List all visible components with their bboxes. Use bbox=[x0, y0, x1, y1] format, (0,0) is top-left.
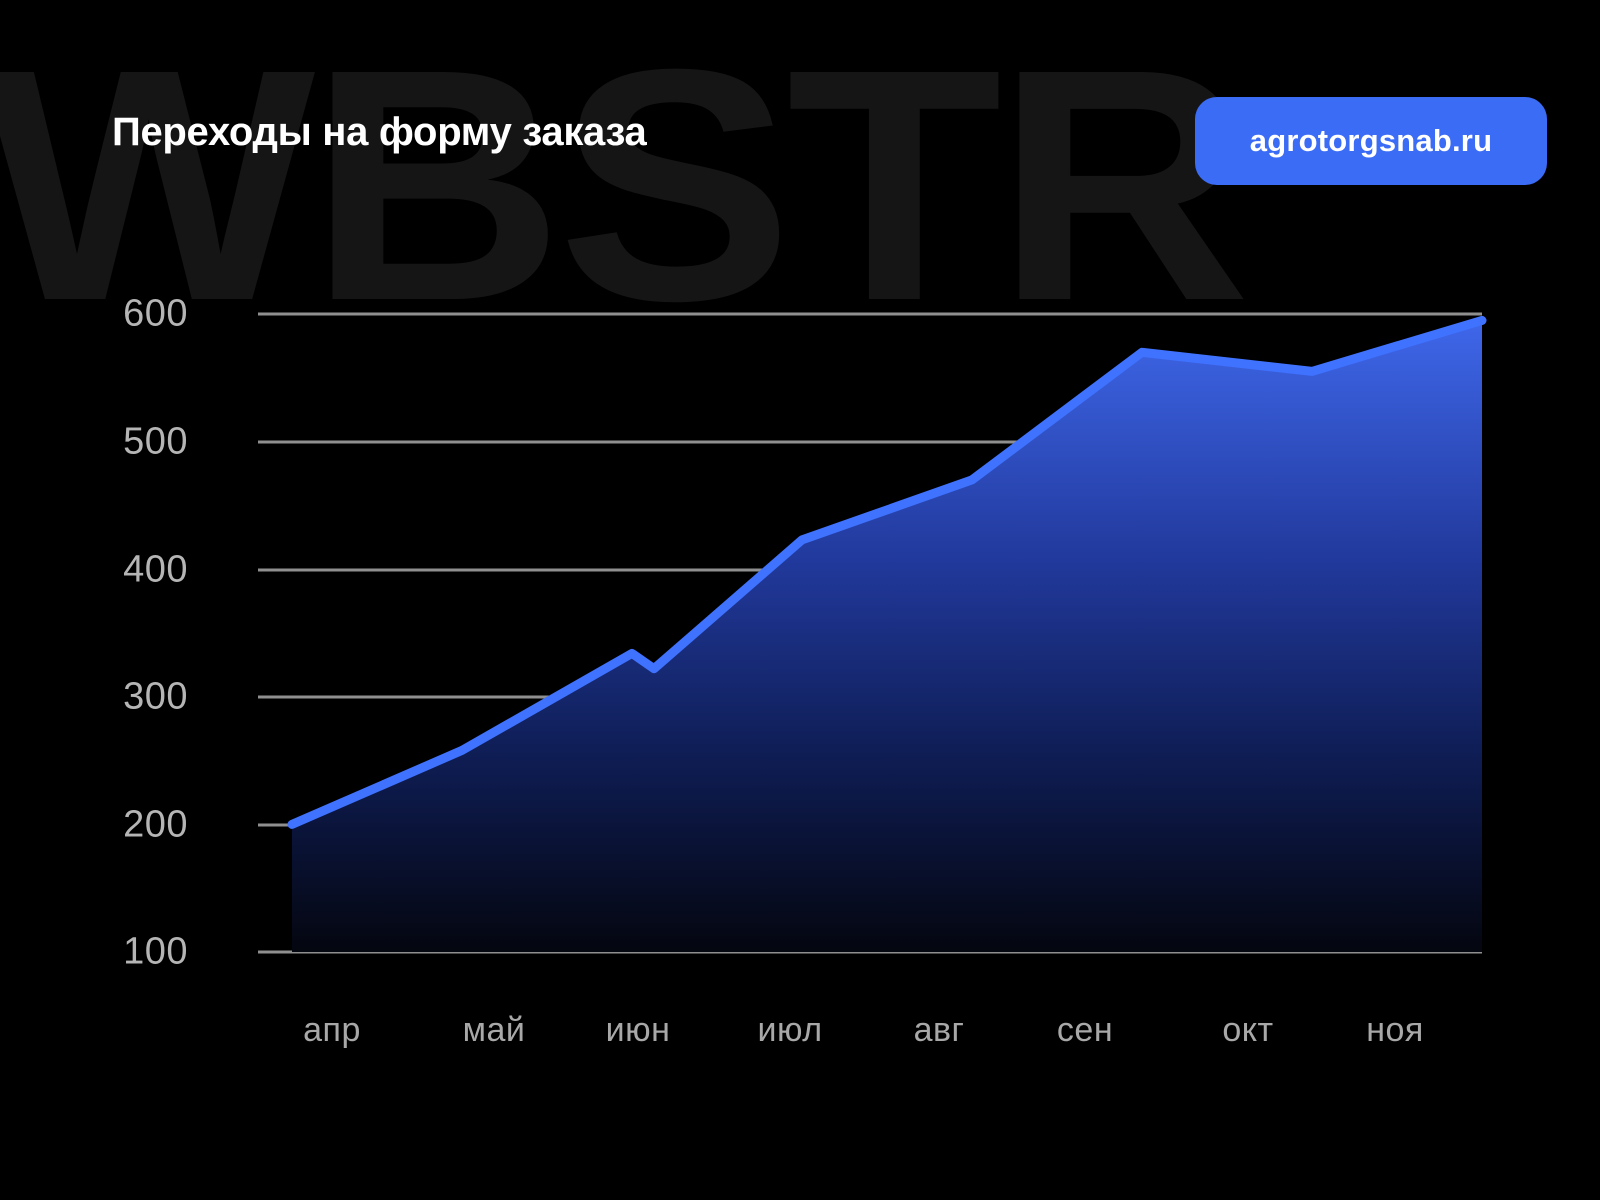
x-tick-may: май bbox=[462, 1011, 526, 1049]
x-tick-jun: июн bbox=[605, 1011, 671, 1049]
site-badge-label: agrotorgsnab.ru bbox=[1249, 123, 1493, 158]
x-tick-oct: окт bbox=[1222, 1011, 1274, 1049]
x-tick-sep: сен bbox=[1056, 1011, 1114, 1049]
data-line bbox=[287, 315, 1487, 829]
x-tick-nov: ноя bbox=[1366, 1011, 1424, 1049]
y-tick-600: 600 bbox=[123, 292, 188, 335]
area-fill bbox=[292, 320, 1482, 952]
site-badge: agrotorgsnab.ru bbox=[1195, 97, 1547, 185]
y-tick-500: 500 bbox=[123, 420, 188, 463]
y-tick-100: 100 bbox=[123, 930, 188, 973]
y-tick-200: 200 bbox=[123, 803, 188, 846]
y-tick-300: 300 bbox=[123, 675, 188, 718]
x-tick-jul: июл bbox=[757, 1011, 823, 1049]
x-tick-aug: авг bbox=[913, 1011, 965, 1049]
background-watermark: WBSTR bbox=[0, 0, 1251, 369]
y-tick-400: 400 bbox=[123, 548, 188, 591]
page-title: Переходы на форму заказа bbox=[112, 110, 647, 154]
x-tick-apr: апр bbox=[303, 1011, 361, 1049]
